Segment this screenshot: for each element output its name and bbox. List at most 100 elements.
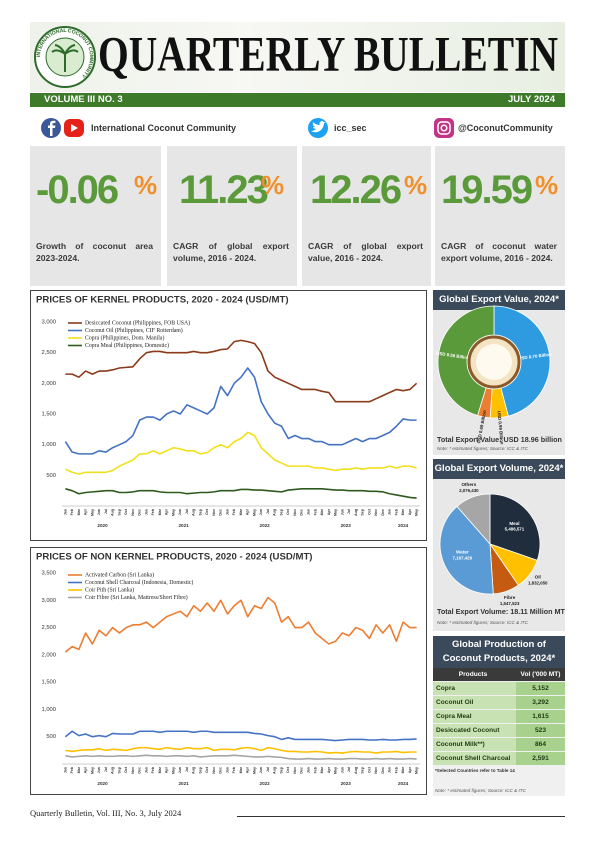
x-tick-label: Feb	[394, 766, 398, 773]
table-cell: Copra Meal	[433, 710, 516, 723]
stat-text: Growth of coconut area 2023-2024.	[36, 241, 153, 263]
y-tick-label: 500	[46, 734, 56, 740]
y-tick-label: 1,500	[41, 412, 56, 418]
slice-label: Oil	[535, 575, 541, 580]
x-tick-label: May	[90, 767, 94, 774]
logo-tree	[51, 44, 79, 72]
x-tick-label: Sep	[117, 508, 121, 515]
x-tick-label: Feb	[232, 766, 236, 773]
table-row: Desiccated Coconut 523	[433, 724, 565, 737]
x-tick-label: May	[171, 509, 175, 516]
chart-frame	[30, 547, 427, 795]
x-tick-label: Aug	[354, 767, 358, 774]
export-value-total: Total Export Value: USD 18.96 billion	[437, 435, 562, 444]
x-tick-label: Oct	[124, 766, 128, 773]
x-tick-label: Sep	[279, 508, 283, 515]
pie-slice	[489, 493, 541, 561]
series-line	[65, 746, 417, 754]
year-label: 2020	[97, 781, 108, 786]
footer-rule	[237, 816, 565, 817]
x-tick-label: Feb	[151, 508, 155, 515]
x-tick-label: Jan	[144, 509, 148, 515]
chart-title: PRICES OF KERNEL PRODUCTS, 2020 - 2024 (…	[36, 295, 289, 306]
table-cell: Coconut Shell Charcoal	[433, 752, 516, 765]
x-tick-label: Mar	[239, 766, 243, 773]
x-tick-label: Jul	[185, 767, 189, 772]
instagram-glyph	[437, 121, 451, 135]
legend-label: Desiccated Coconut (Philippines, FOB USA…	[85, 319, 190, 326]
youtube-glyph	[71, 124, 78, 132]
slice-value: USD 8.70 Billion	[518, 352, 552, 361]
footer: Quarterly Bulletin, Vol. III, No. 3, Jul…	[30, 808, 182, 818]
stat-card: -0.06 % Growth of coconut area 2023-2024…	[30, 146, 161, 286]
x-tick-label: Jun	[178, 509, 182, 515]
x-tick-label: Dec	[381, 767, 385, 774]
x-tick-label: Jan	[388, 767, 392, 773]
slice-value: 7,167,426	[453, 556, 473, 561]
pie-slice	[439, 505, 494, 595]
table-cell: 523	[516, 724, 565, 737]
instagram-lens	[440, 124, 448, 132]
y-tick-label: 2,500	[41, 625, 56, 631]
donut-center-core	[476, 344, 512, 380]
x-tick-label: Nov	[293, 509, 297, 516]
x-tick-label: Nov	[374, 509, 378, 516]
chart-frame	[30, 290, 427, 541]
table-cell: Coconut Milk**)	[433, 738, 516, 751]
x-tick-label: Oct	[367, 508, 371, 515]
x-tick-label: May	[415, 509, 419, 516]
year-label: 2022	[260, 781, 271, 786]
twitter-glyph	[311, 121, 326, 133]
x-tick-label: Jun	[97, 767, 101, 773]
x-tick-label: Jul	[347, 767, 351, 772]
x-tick-label: Jul	[104, 509, 108, 514]
slice-label: Fibre	[504, 595, 516, 600]
stat-card: 19.59 % CAGR of coconut water export vol…	[435, 146, 565, 286]
table-cell: 5,152	[516, 682, 565, 695]
x-tick-label: Aug	[273, 509, 277, 516]
stat-value: 12.26	[310, 168, 402, 212]
x-tick-label: Oct	[367, 766, 371, 773]
year-label: 2023	[341, 523, 352, 528]
table-cell: Desiccated Coconut	[433, 724, 516, 737]
panel-title: Global Export Value, 2024*	[433, 290, 565, 310]
table-row: Copra 5,152	[433, 682, 565, 695]
x-tick-label: Jun	[340, 509, 344, 515]
x-tick-label: Jun	[178, 767, 182, 773]
table-row: Coconut Milk**) 864	[433, 738, 565, 751]
year-label: 2024	[398, 781, 409, 786]
x-tick-label: Dec	[300, 767, 304, 774]
table-row: Coconut Shell Charcoal 2,591	[433, 752, 565, 765]
x-tick-label: May	[171, 767, 175, 774]
series-line	[65, 431, 417, 475]
slice-value: USD 0.99 Billion	[496, 411, 504, 445]
slice-value: 1,547,523	[500, 601, 520, 606]
x-tick-label: Jan	[144, 767, 148, 773]
x-tick-label: Feb	[313, 508, 317, 515]
x-tick-label: Mar	[401, 508, 405, 515]
x-tick-label: Aug	[273, 767, 277, 774]
slice-value: 2,076,430	[459, 488, 479, 493]
x-tick-label: Aug	[192, 509, 196, 516]
x-tick-label: Oct	[205, 766, 209, 773]
series-line	[64, 730, 417, 742]
x-tick-label: May	[334, 509, 338, 516]
bulletin-title: QUARTERLY BULLETIN	[98, 25, 558, 81]
social-label: International Coconut Community	[91, 123, 236, 133]
year-label: 2022	[260, 523, 271, 528]
x-tick-label: Aug	[111, 767, 115, 774]
x-tick-label: Mar	[401, 766, 405, 773]
y-tick-label: 2,000	[41, 381, 56, 387]
x-tick-label: Jan	[225, 509, 229, 515]
table-footnote: *Selected Countries refer to Table 14	[435, 768, 515, 773]
x-tick-label: Feb	[151, 766, 155, 773]
y-tick-label: 2,500	[41, 350, 56, 356]
social-icons	[41, 118, 454, 138]
x-tick-label: Jan	[388, 509, 392, 515]
legend-label: Coir Fibre (Sri Lanka, Mattress/Short Fi…	[85, 594, 188, 601]
x-tick-label: Apr	[246, 766, 250, 773]
series-line	[64, 367, 417, 455]
y-tick-label: 3,000	[41, 320, 56, 326]
